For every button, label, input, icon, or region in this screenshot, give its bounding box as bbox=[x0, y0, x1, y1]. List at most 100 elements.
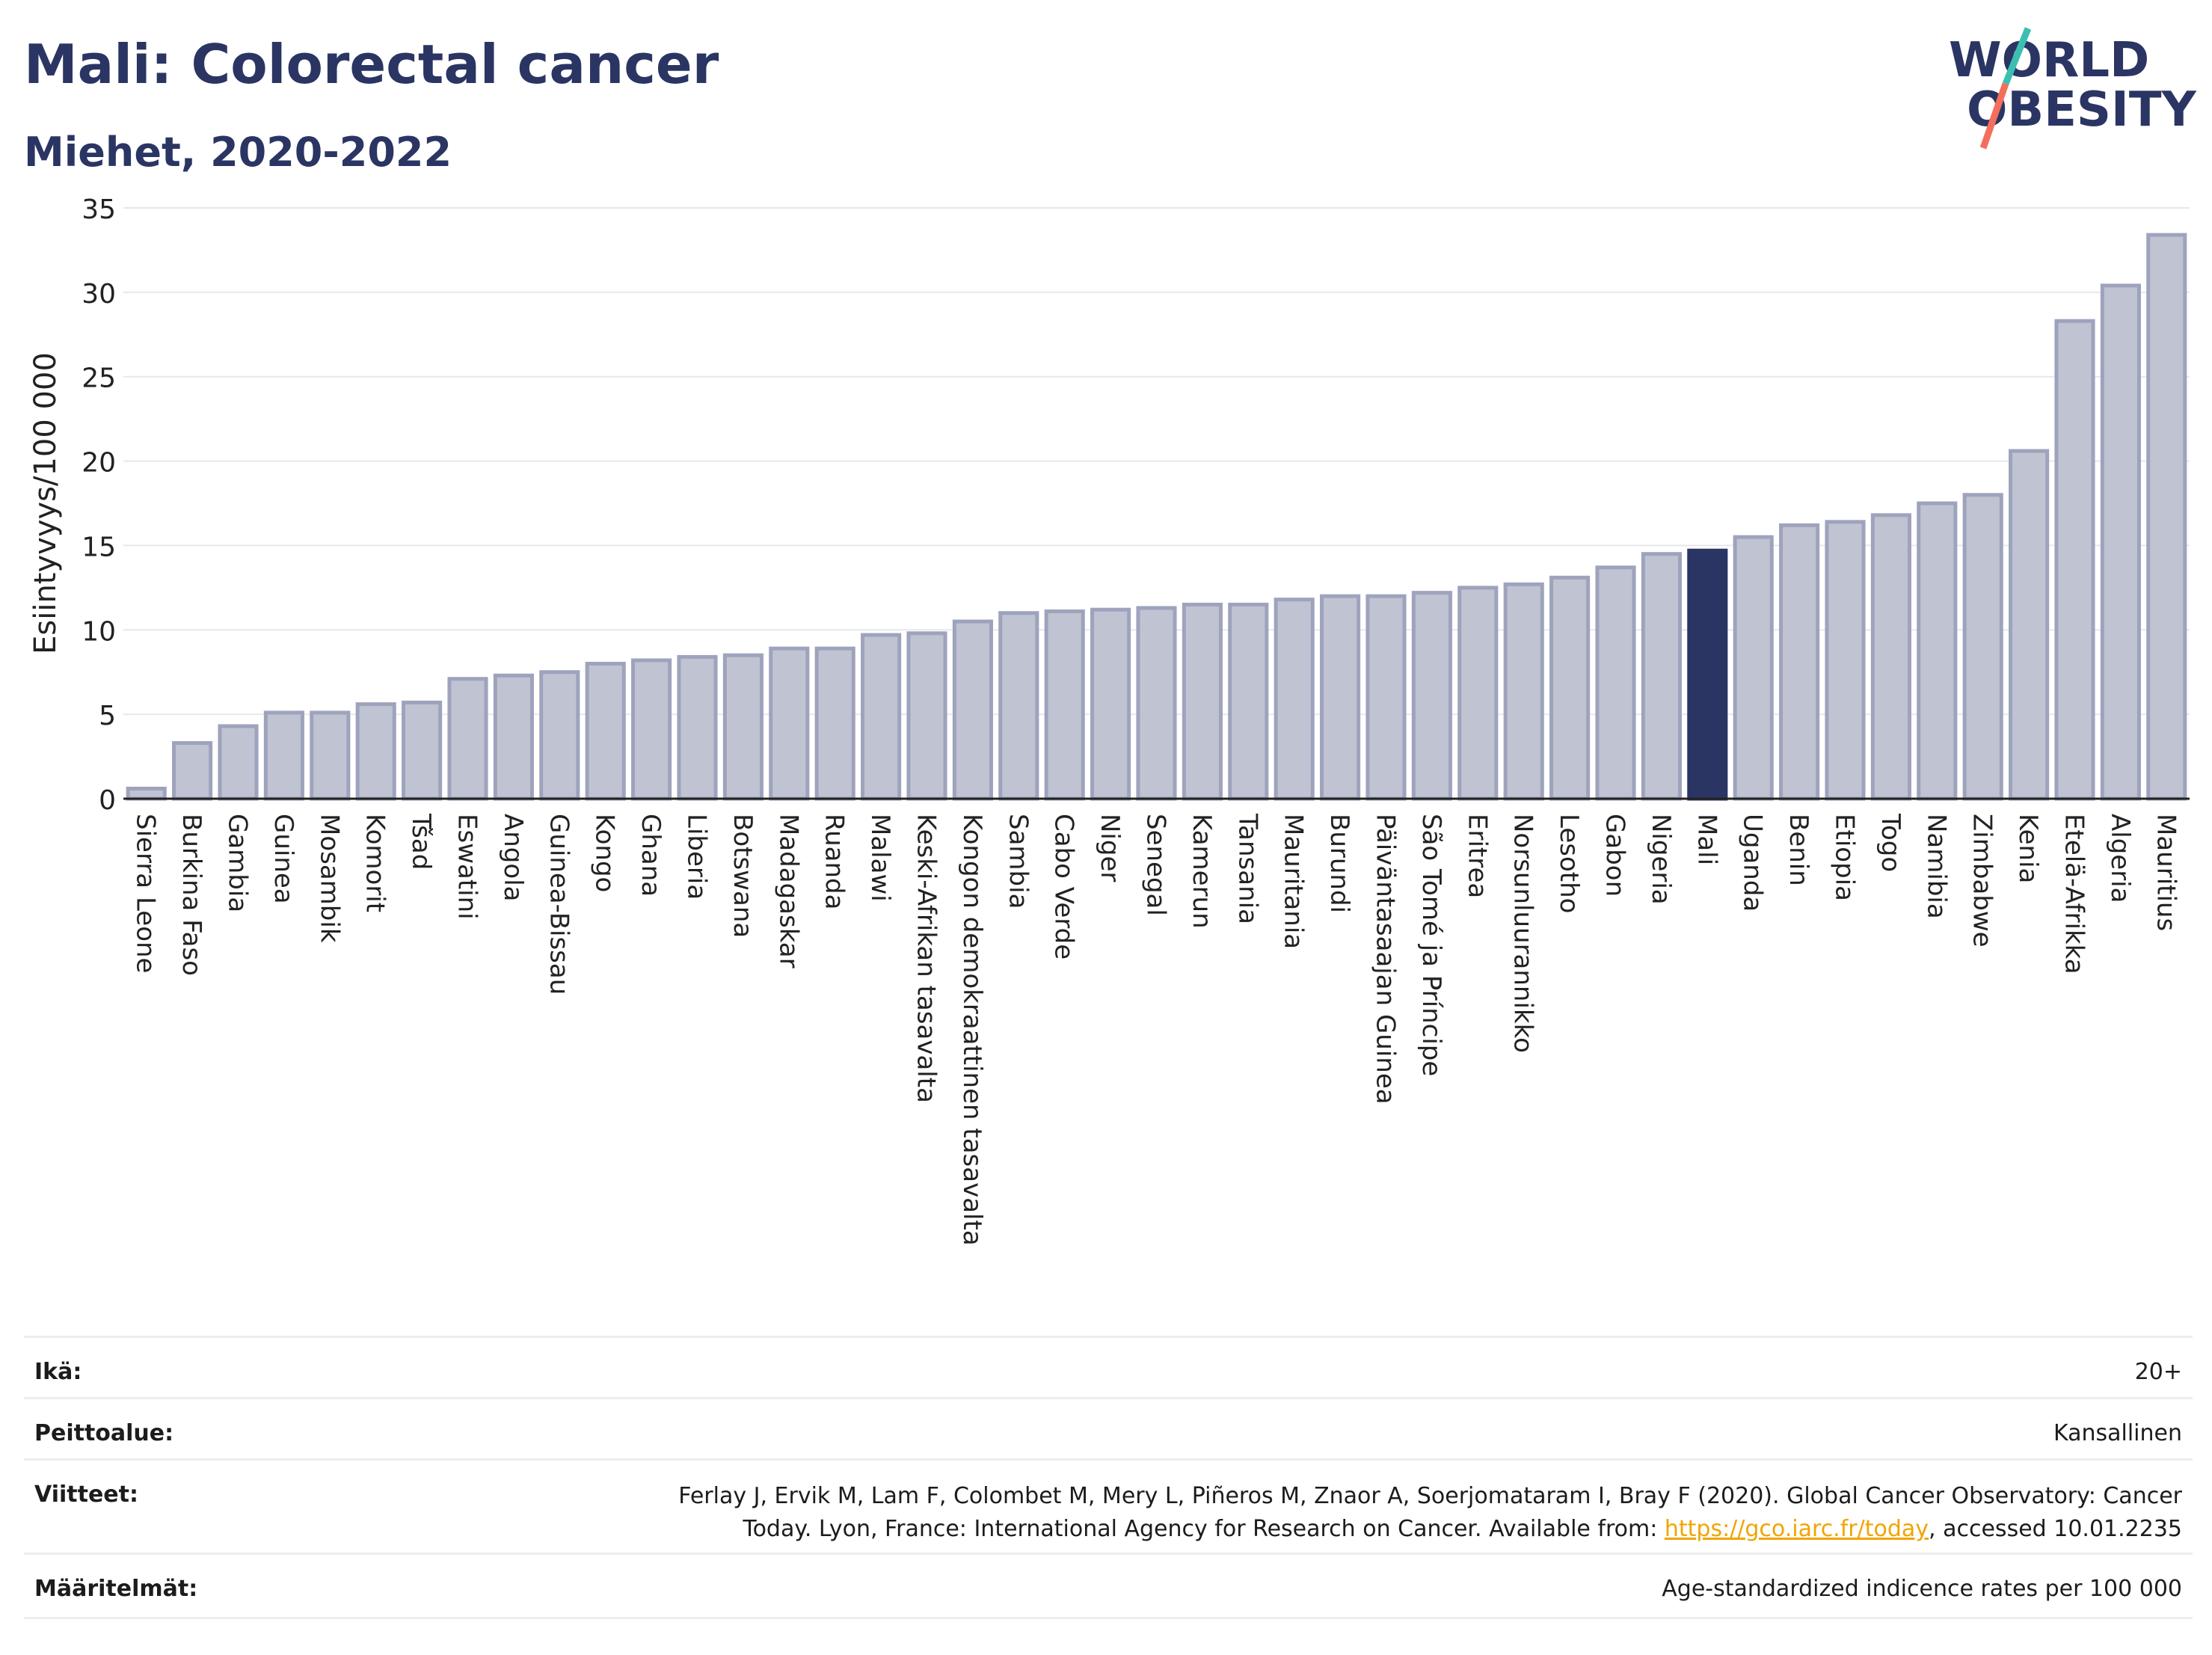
bar bbox=[1733, 535, 1774, 801]
references-line-1: Ferlay J, Ervik M, Lam F, Colombet M, Me… bbox=[678, 1483, 2182, 1509]
x-tick-label: Kenia bbox=[2013, 814, 2043, 883]
x-tick-label: Zimbabwe bbox=[1967, 814, 1997, 948]
bar bbox=[585, 661, 626, 801]
x-tick-label: Benin bbox=[1784, 814, 1813, 886]
x-tick-label: Eritrea bbox=[1462, 814, 1492, 898]
references-link[interactable]: https://gco.iarc.fr/today bbox=[1664, 1516, 1929, 1542]
bar bbox=[310, 710, 351, 801]
x-tick-label: Madagaskar bbox=[773, 814, 803, 968]
bar bbox=[263, 710, 304, 801]
bar bbox=[493, 673, 534, 801]
bar bbox=[1136, 606, 1177, 801]
bar bbox=[1090, 607, 1131, 801]
y-tick-label: 5 bbox=[99, 701, 116, 731]
bar bbox=[402, 700, 443, 801]
x-tick-label: Mosambik bbox=[314, 814, 344, 943]
x-tick-label: Mali bbox=[1692, 814, 1721, 865]
x-tick-label: Cabo Verde bbox=[1049, 814, 1079, 959]
x-tick-label: Etiopia bbox=[1830, 814, 1860, 901]
references-accessed: , accessed 10.01.2235 bbox=[1929, 1516, 2182, 1542]
bar bbox=[1411, 591, 1452, 801]
references-label: Viitteet: bbox=[34, 1481, 138, 1508]
y-tick-label: 0 bbox=[99, 785, 116, 816]
bar bbox=[1825, 520, 1866, 801]
bar bbox=[447, 677, 488, 801]
x-tick-label: São Tomé ja Príncipe bbox=[1416, 814, 1446, 1076]
x-tick-label: Lesotho bbox=[1554, 814, 1584, 913]
y-tick-label: 15 bbox=[82, 532, 116, 562]
bar bbox=[814, 646, 855, 801]
meta-row-definitions: Määritelmät: Age-standardized indicence … bbox=[24, 1553, 2193, 1619]
bar bbox=[539, 670, 580, 801]
bar-chart: 0 5 10 15 20 25 30 35 Esiintyvyys/100 000 Sierra … bbox=[28, 194, 2190, 1246]
meta-row-coverage: Peittoalue: Kansallinen bbox=[24, 1397, 2193, 1461]
definitions-label: Määritelmät: bbox=[34, 1576, 198, 1602]
x-tick-label: Komorit bbox=[360, 814, 390, 912]
coverage-value: Kansallinen bbox=[2053, 1420, 2182, 1446]
meta-row-references: Viitteet: Ferlay J, Ervik M, Lam F, Colo… bbox=[24, 1458, 2193, 1555]
bar bbox=[2054, 319, 2095, 801]
x-tick-label: Sambia bbox=[1003, 814, 1033, 909]
x-tick-label: Algeria bbox=[2105, 814, 2135, 903]
bar bbox=[1228, 602, 1269, 801]
world-obesity-logo: WORLD OBESITY bbox=[1949, 27, 2196, 150]
x-tick-label: Keski-Afrikan tasavalta bbox=[912, 814, 941, 1103]
bar bbox=[1917, 501, 1958, 801]
x-tick-label: Tansania bbox=[1232, 813, 1262, 924]
y-tick-label: 10 bbox=[82, 616, 116, 647]
bar bbox=[1457, 586, 1499, 801]
x-tick-label: Liberia bbox=[682, 814, 712, 900]
meta-row-age: Ikä: 20+ bbox=[24, 1336, 2193, 1399]
bar bbox=[677, 654, 718, 801]
age-value: 20+ bbox=[2134, 1359, 2182, 1385]
coverage-label: Peittoalue: bbox=[34, 1420, 174, 1446]
x-tick-label: Angola bbox=[498, 814, 528, 901]
x-tick-label: Kongon demokraattinen tasavalta bbox=[957, 814, 987, 1246]
bar bbox=[952, 619, 993, 801]
bar bbox=[1549, 575, 1591, 801]
bar bbox=[769, 646, 810, 801]
bar bbox=[1503, 582, 1544, 801]
bar bbox=[2009, 449, 2050, 801]
x-tick-label: Gabon bbox=[1600, 814, 1630, 897]
bar bbox=[1365, 594, 1407, 801]
x-tick-label: Burundi bbox=[1324, 814, 1354, 913]
bar bbox=[1182, 602, 1223, 801]
bar bbox=[1274, 598, 1315, 801]
x-tick-label: Kongo bbox=[590, 814, 620, 892]
bar bbox=[1320, 594, 1361, 801]
y-tick-label: 25 bbox=[82, 363, 116, 394]
x-tick-label: Togo bbox=[1875, 813, 1905, 872]
bar bbox=[218, 724, 259, 801]
bar bbox=[355, 702, 396, 801]
x-tick-label: Namibia bbox=[1921, 814, 1951, 919]
bar bbox=[2146, 233, 2187, 801]
logo-slash-coral bbox=[1979, 82, 2009, 150]
bar bbox=[1595, 565, 1636, 801]
x-tick-label: Eswatini bbox=[452, 814, 482, 920]
bar bbox=[631, 658, 672, 801]
definitions-value: Age-standardized indicence rates per 100… bbox=[1662, 1576, 2182, 1602]
bar bbox=[906, 631, 947, 801]
age-label: Ikä: bbox=[34, 1359, 82, 1385]
bar bbox=[1779, 523, 1820, 801]
bar bbox=[1870, 513, 1911, 801]
x-tick-label: Guinea bbox=[268, 814, 298, 904]
bar bbox=[126, 786, 167, 801]
logo-text-world: WORLD bbox=[1949, 33, 2149, 88]
bar bbox=[1962, 493, 2003, 801]
logo-slash-teal bbox=[2002, 27, 2032, 85]
x-tick-label: Mauritania bbox=[1279, 814, 1309, 949]
x-tick-label: Gambia bbox=[223, 814, 253, 912]
x-tick-label: Nigeria bbox=[1646, 814, 1676, 905]
y-tick-label: 35 bbox=[82, 194, 116, 225]
x-tick-label: Kamerun bbox=[1187, 814, 1217, 929]
x-tick-label: Etelä-Afrikka bbox=[2059, 814, 2089, 974]
chart-title: Mali: Colorectal cancer bbox=[24, 33, 719, 96]
references-value: Ferlay J, Ervik M, Lam F, Colombet M, Me… bbox=[462, 1480, 2182, 1546]
x-tick-label: Sierra Leone bbox=[131, 814, 161, 973]
bar bbox=[1641, 552, 1682, 801]
bar-highlight bbox=[1687, 548, 1728, 801]
bar bbox=[722, 653, 764, 801]
references-line-2-text: Today. Lyon, France: International Agenc… bbox=[743, 1516, 1665, 1542]
